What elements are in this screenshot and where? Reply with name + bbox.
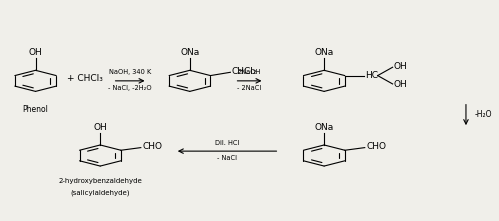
Text: -H₂O: -H₂O [475,110,493,119]
Text: - NaCl: - NaCl [217,155,237,161]
Text: - 2NaCl: - 2NaCl [238,85,261,91]
Text: 2-hydroxybenzaldehyde: 2-hydroxybenzaldehyde [58,178,142,184]
Text: Dil. HCl: Dil. HCl [215,140,240,146]
Text: 2NaOH: 2NaOH [238,69,261,75]
Text: OH: OH [93,123,107,132]
Text: CHO: CHO [366,142,386,151]
Text: OH: OH [28,48,42,57]
Text: ONa: ONa [314,48,334,57]
Text: - NaCl, -2H₂O: - NaCl, -2H₂O [108,85,152,91]
Text: ONa: ONa [314,123,334,132]
Text: CHO: CHO [142,142,162,151]
Text: HC: HC [365,71,378,80]
Text: OH: OH [394,80,407,89]
Text: NaOH, 340 K: NaOH, 340 K [109,69,151,75]
Text: Phenol: Phenol [22,105,48,114]
Text: OH: OH [394,62,407,71]
Text: (salicylaldehyde): (salicylaldehyde) [70,189,130,196]
Text: CHCl₂: CHCl₂ [232,67,257,76]
Text: ONa: ONa [180,48,200,57]
Text: + CHCl₃: + CHCl₃ [67,74,103,83]
